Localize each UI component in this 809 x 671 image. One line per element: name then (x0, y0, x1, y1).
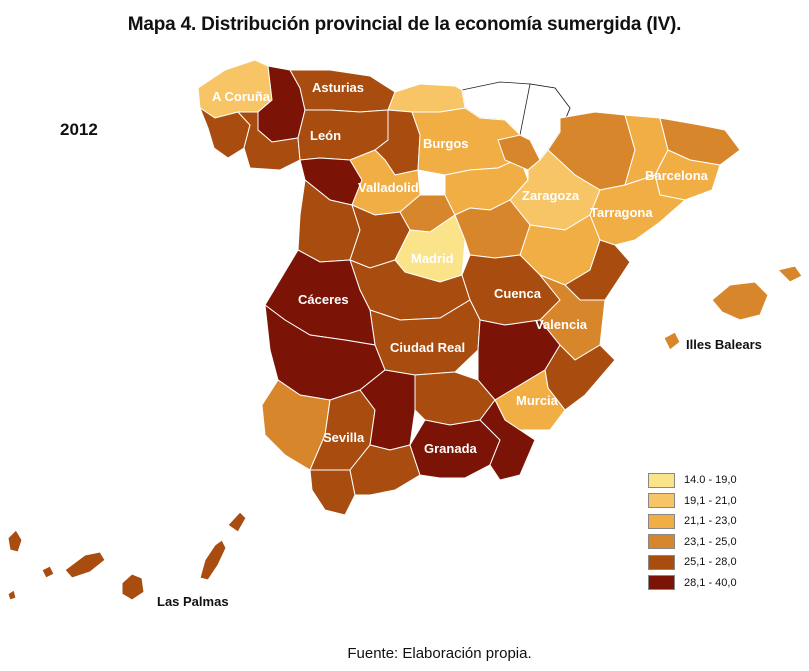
label-ciudad-real: Ciudad Real (390, 340, 465, 355)
label-barcelona: Barcelona (645, 168, 709, 183)
province-illes-balears-menorca (777, 265, 803, 283)
label-burgos: Burgos (423, 136, 469, 151)
legend-item: 23,1 - 25,0 (648, 532, 737, 553)
legend-swatch (648, 575, 675, 591)
province-illes-balears-mallorca (711, 281, 769, 321)
map-title: Mapa 4. Distribución provincial de la ec… (127, 14, 682, 35)
legend-label: 21,1 - 23,0 (684, 515, 737, 528)
legend-swatch (648, 513, 675, 529)
legend-item: 19,1 - 21,0 (648, 491, 737, 512)
province-las-palmas-lanzarote (227, 511, 247, 533)
province-el-hierro (7, 589, 17, 601)
label-granada: Granada (424, 441, 478, 456)
legend-item: 14.0 - 19,0 (648, 470, 737, 491)
legend-label: 25,1 - 28,0 (684, 556, 737, 569)
province-guadalajara (454, 199, 531, 259)
province-tenerife (64, 551, 106, 579)
map-legend: 14.0 - 19,0 19,1 - 21,0 21,1 - 23,0 23,1… (648, 470, 737, 593)
legend-item: 28,1 - 40,0 (648, 573, 737, 594)
source-note: Fuente: Elaboración propia. (347, 645, 532, 662)
legend-label: 19,1 - 21,0 (684, 494, 737, 507)
legend-swatch (648, 493, 675, 509)
province-la-gomera (41, 565, 55, 579)
label-murcia: Murcia (516, 393, 559, 408)
province-cadiz (309, 469, 356, 516)
legend-label: 28,1 - 40,0 (684, 576, 737, 589)
legend-label: 14.0 - 19,0 (684, 474, 737, 487)
label-sevilla: Sevilla (323, 430, 365, 445)
label-zaragoza: Zaragoza (522, 188, 580, 203)
legend-item: 21,1 - 23,0 (648, 511, 737, 532)
label-valencia: Valencia (535, 317, 588, 332)
province-illes-balears-ibiza (663, 331, 681, 351)
legend-swatch (648, 534, 675, 550)
label-madrid: Madrid (411, 251, 454, 266)
label-asturias: Asturias (312, 80, 364, 95)
province-la-palma (7, 529, 23, 553)
legend-swatch (648, 554, 675, 570)
year-label: 2012 (60, 120, 98, 139)
province-las-palmas-fuerteventura (199, 539, 227, 581)
label-las-palmas: Las Palmas (157, 594, 229, 609)
province-tarragona (589, 174, 687, 246)
legend-item: 25,1 - 28,0 (648, 552, 737, 573)
province-las-palmas-grancanaria (121, 573, 145, 601)
label-valladolid: Valladolid (358, 180, 419, 195)
legend-label: 23,1 - 25,0 (684, 535, 737, 548)
label-illes-balears: Illes Balears (686, 337, 762, 352)
label-cuenca: Cuenca (494, 286, 542, 301)
province-almeria (479, 399, 536, 481)
label-tarragona: Tarragona (590, 205, 653, 220)
label-caceres: Cáceres (298, 292, 349, 307)
legend-swatch (648, 472, 675, 488)
label-a-coruna: A Coruña (212, 89, 271, 104)
province-cantabria (387, 83, 466, 113)
label-leon: León (310, 128, 341, 143)
